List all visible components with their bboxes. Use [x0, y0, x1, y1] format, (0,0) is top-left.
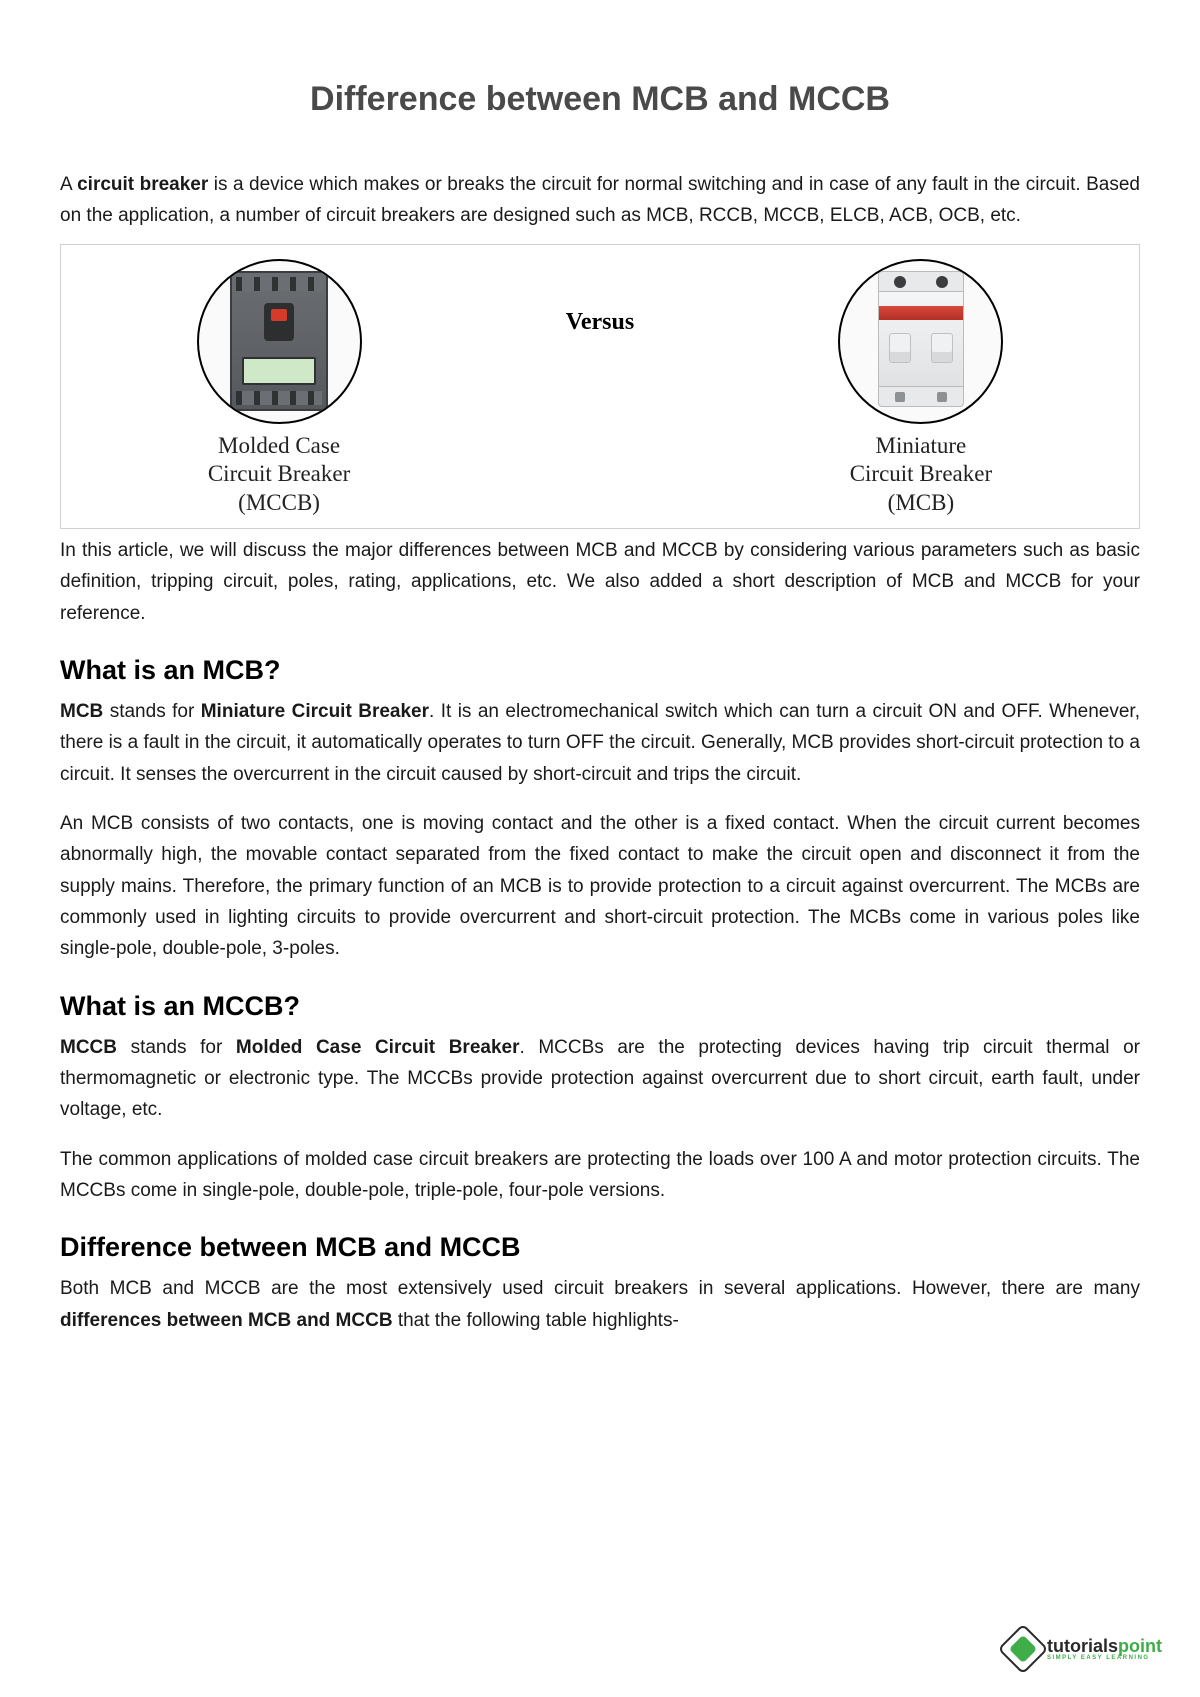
mcb-device-icon — [873, 271, 969, 411]
versus-label: Versus — [494, 259, 706, 336]
page-title: Difference between MCB and MCCB — [60, 80, 1140, 119]
mcb-paragraph-1: MCB stands for Miniature Circuit Breaker… — [60, 696, 1140, 790]
diff-heading: Difference between MCB and MCCB — [60, 1232, 1140, 1263]
mcb-bottom-terminals-icon — [878, 387, 964, 407]
intro-text-a: A — [60, 174, 77, 195]
mccb-heading: What is an MCCB? — [60, 991, 1140, 1022]
mcb-top-terminals-icon — [878, 271, 964, 291]
mcb-p1-bold1: MCB — [60, 701, 103, 722]
mcb-heading: What is an MCB? — [60, 655, 1140, 686]
mccb-paragraph-2: The common applications of molded case c… — [60, 1144, 1140, 1207]
mcb-caption-l3: (MCB) — [888, 490, 954, 515]
logo-text-block: tutorialspoint SIMPLY EASY LEARNING — [1047, 1637, 1162, 1661]
mccb-caption: Molded Case Circuit Breaker (MCCB) — [208, 432, 350, 518]
intro-bold: circuit breaker — [77, 174, 208, 195]
mccb-paragraph-1: MCCB stands for Molded Case Circuit Brea… — [60, 1032, 1140, 1126]
mcb-switches-icon — [879, 330, 963, 366]
mcb-image-circle — [838, 259, 1003, 424]
mccb-screen-icon — [242, 357, 316, 385]
after-figure-paragraph: In this article, we will discuss the maj… — [60, 535, 1140, 629]
comparison-figure: Molded Case Circuit Breaker (MCCB) Versu… — [60, 244, 1140, 529]
diff-p1-a: Both MCB and MCCB are the most extensive… — [60, 1278, 1140, 1299]
mccb-p1-bold2: Molded Case Circuit Breaker — [236, 1037, 520, 1058]
diff-paragraph-1: Both MCB and MCCB are the most extensive… — [60, 1273, 1140, 1336]
mcb-caption: Miniature Circuit Breaker (MCB) — [850, 432, 992, 518]
mcb-caption-l1: Miniature — [876, 433, 967, 458]
diff-p1-b: that the following table highlights- — [393, 1310, 679, 1331]
figure-right-column: Miniature Circuit Breaker (MCB) — [720, 259, 1122, 518]
mcb-p1-bold2: Miniature Circuit Breaker — [201, 701, 429, 722]
logo-brand-a: tutorials — [1047, 1636, 1118, 1656]
mccb-p1-a: stands for — [117, 1037, 236, 1058]
logo-tagline: SIMPLY EASY LEARNING — [1047, 1655, 1162, 1661]
mccb-caption-l3: (MCCB) — [238, 490, 320, 515]
figure-left-column: Molded Case Circuit Breaker (MCCB) — [78, 259, 480, 518]
mccb-handle-icon — [264, 303, 294, 341]
mcb-p1-a: stands for — [103, 701, 200, 722]
intro-paragraph: A circuit breaker is a device which make… — [60, 169, 1140, 232]
diff-p1-bold: differences between MCB and MCCB — [60, 1310, 393, 1331]
mcb-caption-l2: Circuit Breaker — [850, 461, 992, 486]
logo-brand: tutorialspoint — [1047, 1637, 1162, 1655]
intro-text-b: is a device which makes or breaks the ci… — [60, 174, 1140, 226]
mcb-body-icon — [878, 291, 964, 387]
mcb-paragraph-2: An MCB consists of two contacts, one is … — [60, 808, 1140, 965]
mccb-caption-l2: Circuit Breaker — [208, 461, 350, 486]
footer-logo: tutorialspoint SIMPLY EASY LEARNING — [1005, 1631, 1162, 1667]
mccb-device-icon — [230, 271, 328, 411]
logo-diamond-inner-icon — [1009, 1635, 1037, 1663]
mccb-image-circle — [197, 259, 362, 424]
logo-brand-b: point — [1118, 1636, 1162, 1656]
mccb-caption-l1: Molded Case — [218, 433, 340, 458]
mccb-p1-bold1: MCCB — [60, 1037, 117, 1058]
logo-diamond-icon — [998, 1624, 1049, 1675]
mcb-stripe-icon — [879, 306, 963, 320]
